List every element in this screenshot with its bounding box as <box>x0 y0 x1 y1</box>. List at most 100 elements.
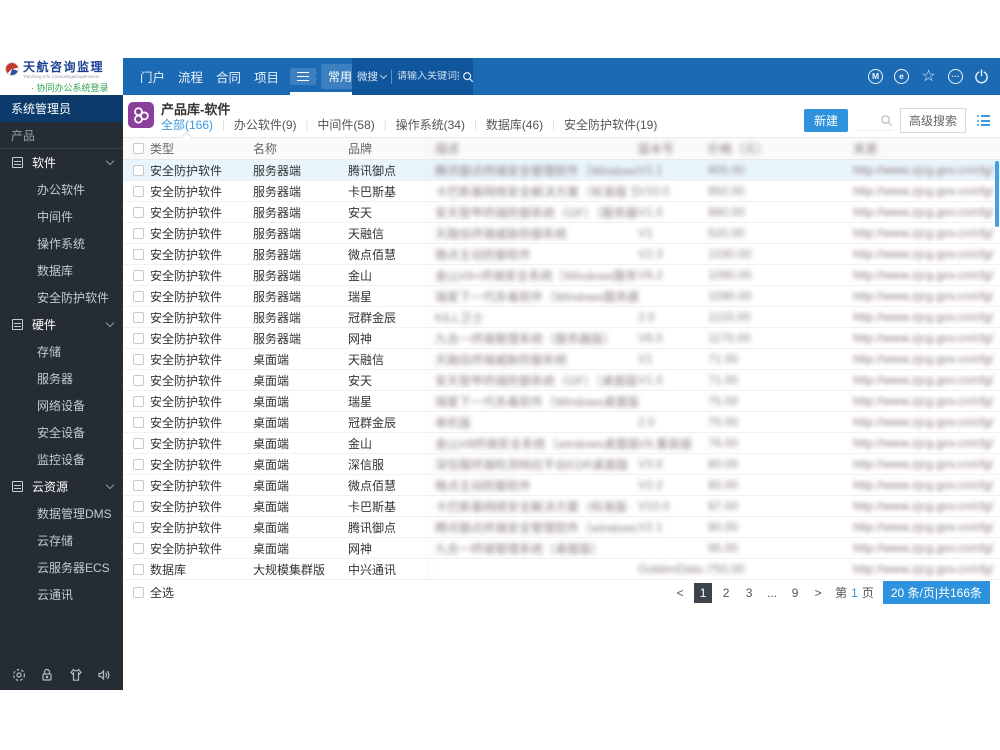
sidebar-item[interactable]: 数据库 <box>37 264 74 278</box>
cell-source[interactable]: http://www.zjcg.gov.cn/cfg/ <box>853 436 994 450</box>
page-prev-button[interactable]: < <box>676 585 684 600</box>
row-checkbox[interactable] <box>133 395 144 407</box>
search-engine-label[interactable]: 微搜 <box>357 71 378 83</box>
sidebar-item[interactable]: 云存储 <box>37 534 74 548</box>
cell-source[interactable]: http://www.zjcg.gov.cn/cfg/ <box>853 289 994 303</box>
cell-source[interactable]: http://www.zjcg.gov.cn/cfg/ <box>853 520 994 534</box>
table-row[interactable]: 安全防护软件 服务器端 安天 安天智甲终端防御系统（GF）（服务器版）V1.0 880.… <box>123 202 1000 223</box>
table-row[interactable]: 安全防护软件 服务器端 瑞星 瑞星下一代杀毒软件（Windows服务器版） 1090.0… <box>123 286 1000 307</box>
nav-item[interactable]: 门户 <box>140 71 166 85</box>
table-row[interactable]: 数据库 大规模集群版 中兴通讯 GoldenData s...750.00 http:/… <box>123 559 1000 580</box>
sidebar-item[interactable]: 中间件 <box>37 210 74 224</box>
nav-item[interactable]: 流程 <box>178 71 204 85</box>
page-next-button[interactable]: > <box>814 585 822 600</box>
table-row[interactable]: 安全防护软件 服务器端 微点佰慧 微点主动防御软件 V2.3 1030.00 http://… <box>123 244 1000 265</box>
row-checkbox[interactable] <box>133 164 144 176</box>
row-checkbox[interactable] <box>133 206 144 218</box>
settings-gear-icon[interactable] <box>10 666 27 683</box>
table-row[interactable]: 安全防护软件 服务器端 金山 金山V8+终端安全系统（Windows服务器版）V8.2… <box>123 265 1000 286</box>
cell-source[interactable]: http://www.zjcg.gov.cn/cfg/ <box>853 499 994 513</box>
row-checkbox[interactable] <box>133 563 144 575</box>
cell-source[interactable]: http://www.zjcg.gov.cn/cfg/ <box>853 457 994 471</box>
sidebar-item[interactable]: 办公软件 <box>37 183 86 197</box>
theme-shirt-icon[interactable] <box>67 666 84 683</box>
favorites-star-icon[interactable]: ☆ <box>921 67 936 85</box>
table-row[interactable]: 安全防护软件 桌面端 金山 金山V8终端安全系统（windows桌面版） V9.重装版 7… <box>123 433 1000 454</box>
page-number-button[interactable]: 3 <box>745 585 753 600</box>
cell-source[interactable]: http://www.zjcg.gov.cn/cfg/ <box>853 541 994 555</box>
cell-source[interactable]: http://www.zjcg.gov.cn/cfg/ <box>853 163 994 177</box>
power-icon[interactable] <box>974 69 989 84</box>
sidebar-item[interactable]: 网络设备 <box>37 399 86 413</box>
sound-speaker-icon[interactable] <box>96 666 113 683</box>
table-row[interactable]: 安全防护软件 桌面端 卡巴斯基 卡巴斯基网络安全解决方案（标准版 · KS）V10.0… <box>123 496 1000 517</box>
cell-source[interactable]: http://www.zjcg.gov.cn/cfg/ <box>853 310 994 324</box>
cell-source[interactable]: http://www.zjcg.gov.cn/cfg/ <box>853 268 994 282</box>
header-checkbox[interactable] <box>133 143 144 154</box>
table-row[interactable]: 安全防护软件 桌面端 冠群金辰 单机版 2.0 75.00 http://www.zjcg.… <box>123 412 1000 433</box>
tab-3[interactable]: 操作系统(34) <box>395 118 465 132</box>
oa-login-link[interactable]: · 协同办公系统登录 <box>31 83 109 93</box>
table-row[interactable]: 安全防护软件 服务器端 腾讯御点 腾讯御点终端安全管理软件（Windows版）V2.1… <box>123 160 1000 181</box>
tab-1[interactable]: 办公软件(9) <box>233 118 297 132</box>
sidebar-group[interactable]: 硬件 <box>0 311 123 338</box>
page-jump-current[interactable]: 1 <box>851 585 858 600</box>
cell-source[interactable]: http://www.zjcg.gov.cn/cfg/ <box>853 478 994 492</box>
lock-icon[interactable] <box>39 666 56 683</box>
cell-source[interactable]: http://www.zjcg.gov.cn/cfg/ <box>853 562 994 576</box>
row-checkbox[interactable] <box>133 227 144 239</box>
nav-item[interactable]: 项目 <box>254 71 280 85</box>
tab-4[interactable]: 数据库(46) <box>485 118 544 132</box>
sidebar-group[interactable]: 云资源 <box>0 473 123 500</box>
cell-source[interactable]: http://www.zjcg.gov.cn/cfg/ <box>853 373 994 387</box>
page-number-button[interactable]: 9 <box>791 585 799 600</box>
cell-source[interactable]: http://www.zjcg.gov.cn/cfg/ <box>853 184 994 198</box>
row-checkbox[interactable] <box>133 311 144 323</box>
table-row[interactable]: 安全防护软件 桌面端 深信服 深信服终端检测响应平台EDR桌面版 V3.0 80.00 ht… <box>123 454 1000 475</box>
sidebar-item[interactable]: 安全防护软件 <box>37 291 110 305</box>
more-icon[interactable]: ··· <box>948 69 963 84</box>
sidebar-item[interactable]: 云通讯 <box>37 588 74 602</box>
page-size-info[interactable]: 20 条/页|共166条 <box>882 581 990 604</box>
row-checkbox[interactable] <box>133 416 144 428</box>
sidebar-item[interactable]: 服务器 <box>37 372 74 386</box>
row-checkbox[interactable] <box>133 332 144 344</box>
cell-source[interactable]: http://www.zjcg.gov.cn/cfg/ <box>853 205 994 219</box>
table-row[interactable]: 安全防护软件 服务器端 天融信 天融信终端威胁防御系统 V1 520.00 http://w… <box>123 223 1000 244</box>
row-checkbox[interactable] <box>133 353 144 365</box>
search-input[interactable] <box>397 71 459 82</box>
search-icon[interactable] <box>462 71 474 83</box>
table-row[interactable]: 安全防护软件 服务器端 网神 九合一终端管理系统（服务器版） V6.0 1170.00 ht… <box>123 328 1000 349</box>
row-checkbox[interactable] <box>133 542 144 554</box>
tab-5[interactable]: 安全防护软件(19) <box>564 118 658 132</box>
cell-source[interactable]: http://www.zjcg.gov.cn/cfg/ <box>853 394 994 408</box>
page-number-button[interactable]: 2 <box>722 585 730 600</box>
table-row[interactable]: 安全防护软件 服务器端 冠群金辰 KILL卫士 2.0 1103.00 http://www… <box>123 307 1000 328</box>
sidebar-item[interactable]: 云服务器ECS <box>37 561 110 575</box>
scrollbar-thumb[interactable] <box>995 161 999 227</box>
nav-item[interactable]: 合同 <box>216 71 242 85</box>
m-icon[interactable]: M <box>868 69 883 84</box>
row-checkbox[interactable] <box>133 185 144 197</box>
row-checkbox[interactable] <box>133 269 144 281</box>
table-row[interactable]: 安全防护软件 桌面端 瑞星 瑞星下一代杀毒软件（Windows桌面版） 75.00 htt… <box>123 391 1000 412</box>
table-row[interactable]: 安全防护软件 服务器端 卡巴斯基 卡巴斯基网络安全解决方案（标准版 交付）V10.0 8… <box>123 181 1000 202</box>
table-row[interactable]: 安全防护软件 桌面端 腾讯御点 腾讯御点终端安全管理软件（windows版）V2.1V… <box>123 517 1000 538</box>
cell-source[interactable]: http://www.zjcg.gov.cn/cfg/ <box>853 352 994 366</box>
table-search-input[interactable] <box>854 111 893 131</box>
page-number-button[interactable]: 1 <box>694 582 713 603</box>
sidebar-item[interactable]: 安全设备 <box>37 426 86 440</box>
sidebar-group[interactable]: 软件 <box>0 149 123 176</box>
row-checkbox[interactable] <box>133 290 144 302</box>
select-all-checkbox[interactable] <box>133 587 144 598</box>
message-icon[interactable]: e <box>894 69 909 84</box>
row-checkbox[interactable] <box>133 479 144 491</box>
row-checkbox[interactable] <box>133 374 144 386</box>
column-settings-icon[interactable] <box>977 115 990 126</box>
sidebar-item[interactable]: 操作系统 <box>37 237 86 251</box>
tab-0[interactable]: 全部(166) <box>161 118 214 132</box>
table-row[interactable]: 安全防护软件 桌面端 安天 安天智甲终端防御系统（GF）（桌面版） V1.0 71.00 h… <box>123 370 1000 391</box>
table-row[interactable]: 安全防护软件 桌面端 网神 九合一终端管理系统（桌面版） 95.00 http://www… <box>123 538 1000 559</box>
sidebar-item[interactable]: 数据管理DMS <box>37 507 112 521</box>
cell-source[interactable]: http://www.zjcg.gov.cn/cfg/ <box>853 226 994 240</box>
